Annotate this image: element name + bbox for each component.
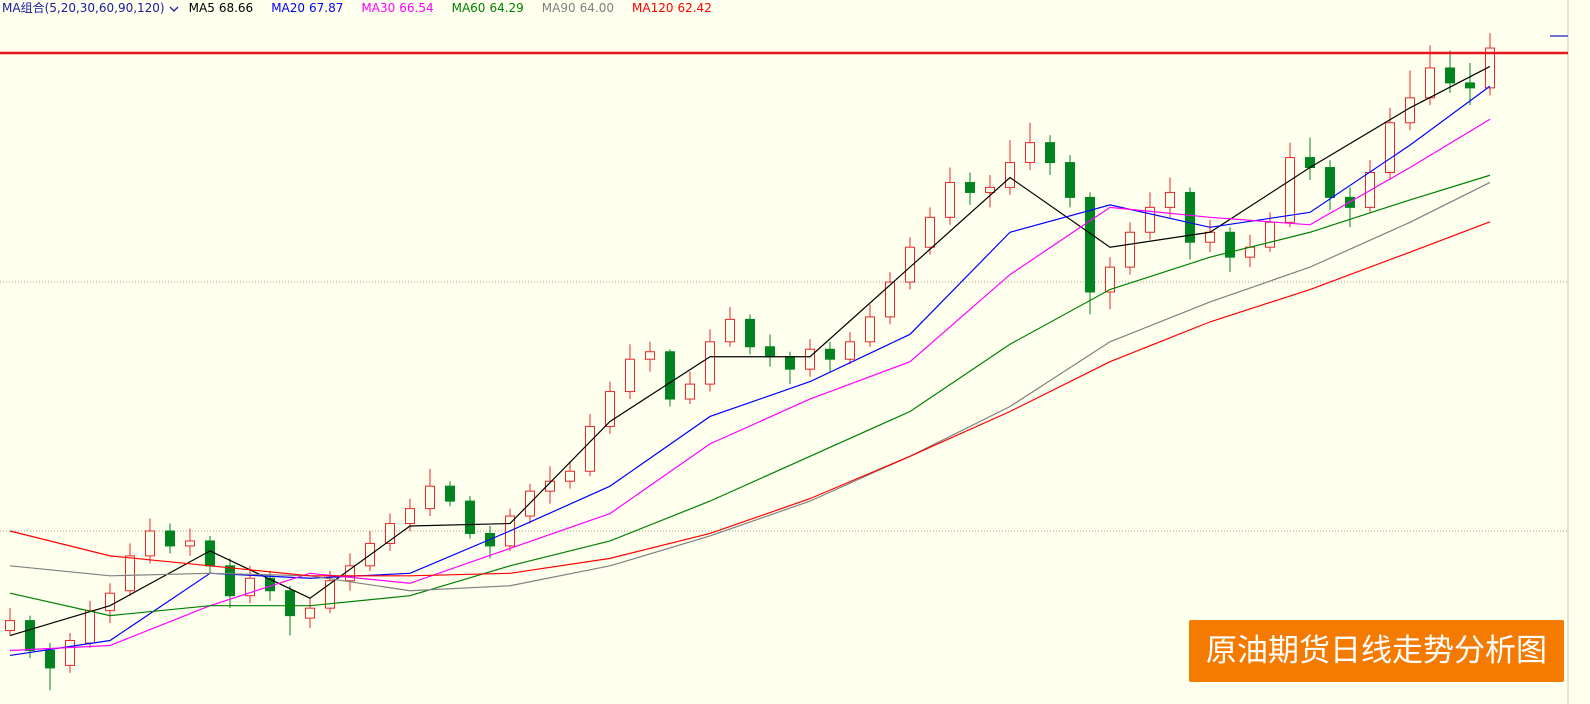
candle-body <box>705 341 715 385</box>
legend-name: MA90 <box>541 1 576 15</box>
candle-body <box>1465 82 1475 89</box>
candle-body <box>345 565 355 582</box>
candle-body <box>1485 47 1495 89</box>
candle-body <box>685 383 695 400</box>
candle-body <box>465 500 475 534</box>
candle-body <box>145 530 155 557</box>
candle-body <box>1425 67 1435 99</box>
legend-name: MA120 <box>632 1 674 15</box>
legend-value: 64.00 <box>579 1 614 15</box>
candle-body <box>625 358 635 393</box>
candle-body <box>1065 162 1075 198</box>
candle-body <box>805 348 815 370</box>
candle-body <box>765 346 775 358</box>
candle-body <box>605 391 615 427</box>
legend-value: 64.29 <box>489 1 524 15</box>
candle-body <box>305 607 315 619</box>
candle-body <box>225 565 235 597</box>
legend-value: 68.66 <box>218 1 254 15</box>
ma-line <box>9 85 1491 657</box>
candle-body <box>1205 231 1215 243</box>
candle-body <box>185 540 195 547</box>
candle-body <box>745 318 755 348</box>
candle-body <box>1045 142 1055 164</box>
legend-title: MA组合(5,20,30,60,90,120) <box>2 1 165 15</box>
candle-body <box>5 620 15 632</box>
candle-body <box>1025 142 1035 164</box>
legend-name: MA30 <box>361 1 396 15</box>
candle-body <box>1085 196 1095 293</box>
candle-body <box>885 281 895 318</box>
candle-body <box>205 540 215 567</box>
legend-value: 62.42 <box>677 1 712 15</box>
candle-body <box>105 592 115 612</box>
ma-line <box>9 221 1491 577</box>
ma-line <box>9 181 1491 592</box>
title-box: 原油期货日线走势分析图 <box>1189 620 1564 682</box>
candle-body <box>945 181 955 218</box>
candle-body <box>85 610 95 644</box>
legend-name: MA5 <box>188 1 215 15</box>
candle-body <box>1125 231 1135 268</box>
candle-body <box>25 620 35 651</box>
candle-body <box>1225 231 1235 258</box>
candle-body <box>165 530 175 547</box>
candle-body <box>985 186 995 193</box>
legend-entry: MA30 66.54 <box>361 0 437 16</box>
candle-body <box>1245 246 1255 258</box>
candle-body <box>1325 167 1335 198</box>
candle-body <box>245 577 255 597</box>
candle-body <box>1105 266 1115 293</box>
candle-body <box>925 216 935 248</box>
legend-entry: MA60 64.29 <box>452 0 528 16</box>
candle-body <box>45 649 55 669</box>
candle-body <box>665 351 675 400</box>
candle-body <box>445 485 455 502</box>
candle-body <box>845 341 855 360</box>
candle-body <box>725 318 735 343</box>
ma-line <box>9 118 1491 652</box>
candle-body <box>385 523 395 544</box>
legend-value: 66.54 <box>399 1 434 15</box>
candle-body <box>125 555 135 592</box>
candle-body <box>1285 157 1295 223</box>
candle-body <box>1445 67 1455 84</box>
legend: MA组合(5,20,30,60,90,120) MA5 68.66 MA20 67.8… <box>2 0 720 16</box>
candle-body <box>1185 191 1195 243</box>
candle-body <box>1145 206 1155 233</box>
candle-body <box>405 508 415 525</box>
candle-body <box>425 485 435 510</box>
candle-body <box>825 348 835 360</box>
candle-body <box>905 246 915 283</box>
candle-body <box>1385 122 1395 174</box>
ma-line <box>9 174 1491 617</box>
legend-value: 67.87 <box>309 1 344 15</box>
candle-body <box>565 470 575 482</box>
legend-name: MA60 <box>451 1 486 15</box>
legend-entry: MA5 68.66 <box>189 0 258 16</box>
candle-body <box>65 640 75 666</box>
legend-name: MA20 <box>271 1 306 15</box>
candle-body <box>325 580 335 609</box>
candle-body <box>1165 191 1175 208</box>
legend-entry: MA90 64.00 <box>542 0 618 16</box>
dropdown-icon[interactable] <box>169 0 179 16</box>
candle-body <box>785 356 795 370</box>
legend-entry: MA20 67.87 <box>271 0 347 16</box>
candle-body <box>285 590 295 617</box>
candle-body <box>1005 162 1015 188</box>
candle-body <box>545 480 555 492</box>
legend-entry: MA120 62.42 <box>632 0 716 16</box>
candle-body <box>965 181 975 193</box>
candle-body <box>865 316 875 343</box>
candle-body <box>585 425 595 472</box>
candle-body <box>645 351 655 360</box>
